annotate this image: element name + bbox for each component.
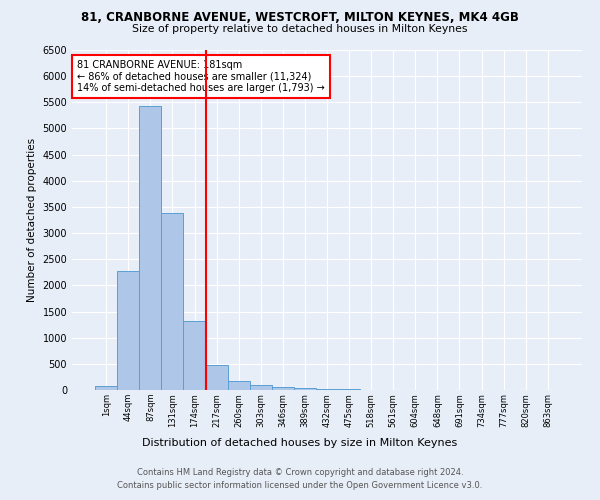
Bar bbox=[250, 386, 272, 390]
Text: Contains public sector information licensed under the Open Government Licence v3: Contains public sector information licen… bbox=[118, 480, 482, 490]
Bar bbox=[139, 106, 161, 390]
Bar bbox=[206, 365, 227, 390]
Text: 81 CRANBORNE AVENUE: 181sqm
← 86% of detached houses are smaller (11,324)
14% of: 81 CRANBORNE AVENUE: 181sqm ← 86% of det… bbox=[77, 60, 325, 94]
Bar bbox=[117, 270, 139, 390]
Text: 81, CRANBORNE AVENUE, WESTCROFT, MILTON KEYNES, MK4 4GB: 81, CRANBORNE AVENUE, WESTCROFT, MILTON … bbox=[81, 11, 519, 24]
Bar bbox=[272, 387, 294, 390]
Bar bbox=[184, 322, 206, 390]
Text: Size of property relative to detached houses in Milton Keynes: Size of property relative to detached ho… bbox=[132, 24, 468, 34]
Y-axis label: Number of detached properties: Number of detached properties bbox=[27, 138, 37, 302]
Bar bbox=[161, 213, 184, 390]
Text: Contains HM Land Registry data © Crown copyright and database right 2024.: Contains HM Land Registry data © Crown c… bbox=[137, 468, 463, 477]
Text: Distribution of detached houses by size in Milton Keynes: Distribution of detached houses by size … bbox=[142, 438, 458, 448]
Bar bbox=[294, 388, 316, 390]
Bar bbox=[95, 386, 117, 390]
Bar bbox=[227, 382, 250, 390]
Bar bbox=[316, 389, 338, 390]
